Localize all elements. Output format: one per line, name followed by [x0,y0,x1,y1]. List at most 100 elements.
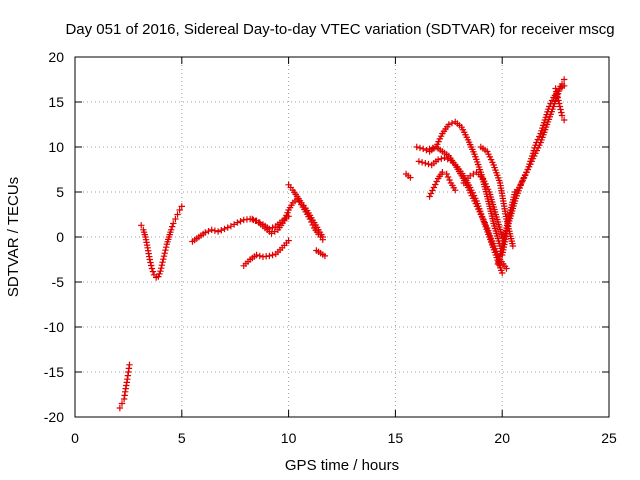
data-point [426,145,433,152]
data-point [234,219,241,226]
data-point [433,178,440,185]
data-point [499,269,506,277]
data-point [158,262,166,269]
data-point [422,160,429,167]
data-point [118,400,126,407]
x-tick-label: 0 [71,430,79,446]
data-point [425,160,432,168]
series-s8 [402,170,414,181]
series-s12 [426,143,510,272]
data-point [426,193,433,200]
y-tick-label: -15 [44,364,64,380]
data-point [470,170,477,178]
series-s13 [460,169,506,241]
data-point [306,215,314,223]
data-point [178,203,185,210]
series-s7 [313,247,329,260]
data-point [429,144,436,152]
data-point [560,116,568,124]
data-point [208,226,215,233]
data-point [309,221,317,229]
data-point [205,227,212,235]
data-point [555,100,563,107]
data-point [434,156,442,163]
data-point [230,221,238,228]
data-point [466,172,474,179]
data-point [553,91,561,98]
x-tick-label: 15 [388,430,404,446]
data-point [253,251,260,259]
data-point [415,158,423,165]
data-point [126,361,133,368]
data-point [202,229,209,236]
data-point [147,259,154,266]
data-point [446,176,453,184]
data-point [157,268,164,275]
x-tick-label: 10 [281,430,297,446]
grid [75,57,609,417]
data-point [172,215,179,223]
data-point [168,223,176,230]
data-point [430,184,438,191]
data-point [211,227,219,234]
chart-title: Day 051 of 2016, Sidereal Day-to-day VTE… [65,21,614,38]
y-tick-label: 5 [56,184,64,200]
data-point [256,252,263,260]
data-point [445,121,452,128]
data-point [419,145,427,152]
data-point [429,187,436,194]
x-tick-label: 20 [494,430,510,446]
data-point [160,256,167,263]
data-point [157,265,165,272]
x-axis-label: GPS time / hours [285,457,399,474]
data-point [536,133,543,140]
data-point [271,228,278,235]
y-tick-label: 10 [48,139,64,155]
data-point [444,173,452,181]
x-tick-label: 25 [601,430,617,446]
data-point [548,97,556,104]
y-tick-label: 20 [48,49,64,65]
data-point [452,187,459,194]
data-point [167,226,175,233]
data-point [162,244,170,251]
y-tick-label: -10 [44,319,64,335]
data-point [503,265,510,272]
series-s16 [499,82,568,259]
series-s17 [552,85,568,124]
series-s1 [116,361,133,412]
plot-frame [74,56,610,418]
data-point [554,94,561,101]
data-point [116,404,124,412]
data-point [321,252,329,260]
data-point [432,181,439,188]
data-point [439,169,446,176]
data-point [227,223,235,230]
axis-ticks: 0 5 10 15 20 25 -20 -15 -10 -5 0 5 10 15 20 [44,49,617,446]
data-point [146,256,153,263]
data-point [438,155,445,162]
data-point [174,211,181,218]
data-point [268,230,275,237]
series-s11 [426,169,459,200]
data-points [116,76,568,412]
series-s6 [249,196,326,243]
data-point [224,224,231,231]
y-tick-label: 0 [56,229,64,245]
data-point [423,146,430,154]
data-point [509,242,517,250]
x-tick-label: 5 [178,430,186,446]
y-tick-label: -5 [52,274,65,290]
data-point [418,159,426,166]
y-tick-label: 15 [48,94,64,110]
data-point [319,236,326,243]
series-s4 [240,237,292,269]
data-point [552,85,559,92]
data-point [553,88,560,95]
data-point [557,106,564,113]
data-point [148,265,156,272]
data-point [308,218,315,226]
data-point [443,170,450,178]
data-point [266,252,273,260]
